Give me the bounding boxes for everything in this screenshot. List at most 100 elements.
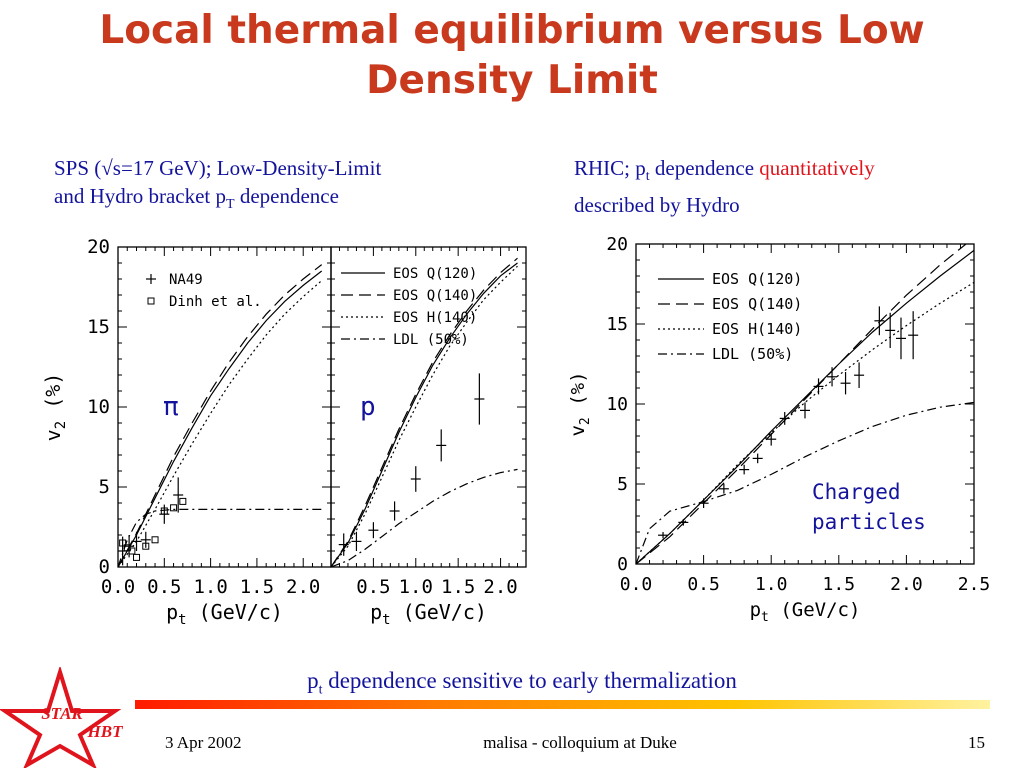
right-caption-line1b: dependence (649, 156, 760, 180)
bottom-note-a: p (307, 668, 319, 693)
right-caption-line1a: RHIC; p (574, 156, 646, 180)
y-tick-label: 10 (606, 394, 628, 415)
legend-entry: EOS Q(140) (393, 288, 477, 304)
x-tick-label: 2.5 (958, 574, 991, 595)
sps-figure: 0.0 0.5 1.0 1.5 2.0 0 5 10 15 20 pt (GeV/c) v2 (%) 0… (38, 235, 542, 645)
legend-entry: EOS H(140) (712, 320, 802, 338)
series-line (636, 249, 974, 564)
panel-label-pion: π (163, 392, 179, 422)
series-line (118, 280, 323, 567)
x-axis-label: pt (GeV/c) (166, 600, 283, 628)
data-point-square (160, 507, 168, 515)
x-tick-label: 2.0 (890, 574, 923, 595)
data-point-square (142, 542, 150, 550)
x-tick-label: 1.0 (755, 574, 788, 595)
x-axis-label-sub: t (178, 612, 186, 628)
bottom-note-sub: t (318, 682, 323, 698)
data-point-square (133, 553, 141, 561)
footer-page-number: 15 (968, 733, 985, 752)
legend-entry: EOS Q(140) (712, 295, 802, 313)
data-point-square (170, 504, 178, 512)
x-tick-label: 2.0 (286, 576, 320, 598)
rhic-plot-svg: 0.0 0.5 1.0 1.5 2.0 2.5 0 5 10 15 20 pt (GeV/c) v2 (… (567, 234, 991, 625)
legend-entry: NA49 (169, 272, 203, 288)
plot-area (636, 244, 974, 564)
y-axis-label-sub: 2 (53, 421, 69, 429)
panel-label-proton: p (360, 392, 376, 422)
data-point-square (151, 536, 159, 544)
x-axis-label-base: p (370, 600, 382, 624)
legend-entry: LDL (50%) (712, 345, 793, 363)
star-hbt-logo: STAR HBT (0, 665, 140, 770)
x-tick-label: 1.0 (193, 576, 227, 598)
right-caption: RHIC; pt dependence quantitatively descr… (574, 154, 1014, 219)
panel-label-charged: particles (812, 510, 926, 534)
series-line (118, 264, 323, 567)
y-axis-label-base: v (567, 425, 589, 436)
x-tick-label: 1.0 (399, 576, 433, 598)
x-tick-label: 2.0 (483, 576, 517, 598)
y-tick-label: 15 (87, 316, 110, 338)
series-line (118, 270, 323, 567)
right-caption-line2: described by Hydro (574, 193, 740, 218)
x-tick-label: 1.5 (441, 576, 475, 598)
x-axis-label-sub: t (382, 612, 390, 628)
rhic-figure: 0.0 0.5 1.0 1.5 2.0 2.5 0 5 10 15 20 pt (GeV/c) v2 (… (548, 234, 994, 645)
star-icon: STAR HBT (0, 665, 124, 770)
left-caption-line1: SPS (√s=17 GeV); Low-Density-Limit (54, 156, 382, 180)
y-axis-label-base: v (41, 429, 65, 441)
x-axis-label-base: p (750, 599, 761, 621)
footer-gradient-bar (135, 700, 990, 709)
series-line (118, 508, 322, 567)
x-axis-label: pt (GeV/c) (750, 599, 861, 625)
series-line (636, 244, 968, 564)
data-point-square (179, 497, 187, 505)
bottom-note: pt dependence sensitive to early thermal… (242, 668, 802, 699)
panel-label-charged: Charged (812, 480, 901, 504)
left-caption-line2b: dependence (234, 184, 339, 208)
y-tick-label: 15 (606, 314, 628, 335)
footer-date: 3 Apr 2002 (165, 733, 242, 752)
left-caption: SPS (√s=17 GeV); Low-Density-Limit and H… (54, 154, 524, 219)
data-point-square (119, 539, 127, 547)
legend-entry: Dinh et al. (169, 294, 262, 310)
x-axis-label-unit: (GeV/c) (391, 600, 487, 624)
plot-area (118, 264, 323, 567)
series-line (331, 262, 518, 567)
slide-title: Local thermal equilibrium versus Low Den… (99, 8, 925, 103)
y-tick-label: 20 (606, 235, 628, 255)
y-tick-label: 20 (87, 236, 110, 258)
y-axis-label: v2 (%) (567, 371, 593, 436)
legend-entry: EOS H(140) (393, 310, 477, 326)
y-axis-label-sub: 2 (578, 417, 593, 425)
right-caption-highlight: quantitatively (759, 156, 875, 180)
x-tick-label: 1.5 (823, 574, 856, 595)
logo-line2: HBT (87, 722, 124, 741)
x-axis-label-unit: (GeV/c) (769, 599, 861, 621)
x-axis-label: pt (GeV/c) (370, 600, 487, 628)
legend-entry: EOS Q(120) (712, 270, 802, 288)
footer-center: malisa - colloquium at Duke (483, 733, 677, 752)
x-tick-label: 1.5 (240, 576, 274, 598)
x-axis-label-unit: (GeV/c) (187, 600, 283, 624)
y-axis-label-unit: (%) (567, 371, 589, 417)
series-line (636, 401, 974, 564)
x-tick-label: 0.5 (356, 576, 390, 598)
logo-line1: STAR (41, 704, 83, 723)
legend-symbol (147, 297, 155, 305)
x-tick-label: 0.0 (620, 574, 653, 595)
legend-entry: EOS Q(120) (393, 266, 477, 282)
x-axis-label-base: p (166, 600, 178, 624)
bottom-note-b: dependence sensitive to early thermaliza… (322, 668, 737, 693)
y-tick-label: 10 (87, 396, 110, 418)
y-tick-label: 5 (617, 474, 628, 495)
y-tick-label: 5 (99, 476, 110, 498)
left-caption-line2a: and Hydro bracket p (54, 184, 227, 208)
x-tick-label: 0.5 (147, 576, 181, 598)
series-line (331, 257, 518, 567)
right-caption-sub: t (645, 169, 650, 185)
legend-entry: LDL (50%) (393, 332, 469, 348)
y-tick-label: 0 (617, 554, 628, 575)
data-point-square (128, 547, 136, 555)
